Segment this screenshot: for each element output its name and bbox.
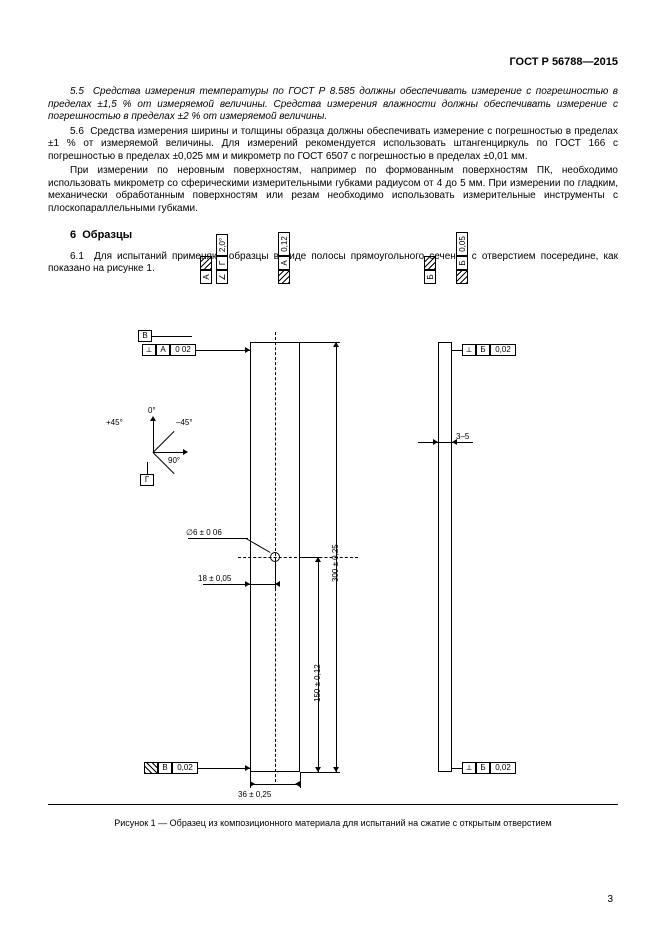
fcf-top-a2: А 0,12 <box>278 232 290 284</box>
fcf-top-g: ∠ Г 2,0° <box>216 234 228 284</box>
section-6-heading: 6 Образцы <box>70 229 618 243</box>
datum-b: В <box>138 330 152 342</box>
fig-rule <box>48 804 618 805</box>
w-dim-line <box>250 784 300 785</box>
fcf-perp-a: ⟂ А 0 02 <box>142 344 196 356</box>
p-5-6a: 5.6 Средства измерения ширины и толщины … <box>48 126 618 164</box>
hole <box>270 552 280 562</box>
fcf-bot-front: В 0,02 <box>144 762 198 774</box>
p-5-5: 5.5 Средства измерения температуры по ГО… <box>48 86 618 124</box>
a45p: +45° <box>106 418 123 427</box>
width-label: 36 ± 0,25 <box>238 790 271 799</box>
fcf-side-perp: ⟂ Б 0,02 <box>462 344 516 356</box>
fcf-top-a: А <box>200 256 212 284</box>
a90: 90° <box>168 456 180 465</box>
p-6-1: 6.1 Для испытаний применяют образцы в ви… <box>48 251 618 276</box>
dia-leader <box>188 538 248 539</box>
doc-header: ГОСТ Р 56788—2015 <box>48 56 618 68</box>
thk-line <box>418 442 473 443</box>
body-text: 5.5 Средства измерения температуры по ГО… <box>48 86 618 276</box>
page-number: 3 <box>607 894 613 905</box>
len-ext-b <box>300 772 340 773</box>
fcf-side-top: Б <box>424 256 436 284</box>
datum-g: Г <box>140 474 154 486</box>
angle-diagram: +45° 0° –45° 90° Г <box>108 412 198 492</box>
specimen-side <box>438 342 452 772</box>
hole-dia-label: ∅6 ± 0 06 <box>186 528 222 537</box>
center-h <box>238 557 358 558</box>
thick-label: 3–5 <box>456 432 469 441</box>
figure-caption: Рисунок 1 — Образец из композиционного м… <box>48 818 618 828</box>
figure-1: 36 ± 0,25 300 ± 0,25 150 ± 0,12 18 ± 0,0… <box>48 282 618 812</box>
half-label: 150 ± 0,12 <box>313 664 322 702</box>
fcf-bot-side: ⟂ Б 0,02 <box>462 762 516 774</box>
w-ext-r <box>300 772 301 788</box>
p-5-6b: При измерении по неровным поверхностям, … <box>48 165 618 215</box>
offset-label: 18 ± 0,05 <box>198 574 231 583</box>
a0: 0° <box>148 406 156 415</box>
off-line <box>203 584 275 585</box>
fcf-side-top2: Б 0,05 <box>456 232 468 284</box>
len-label: 300 ± 0,25 <box>331 544 340 582</box>
a45m: –45° <box>176 418 193 427</box>
